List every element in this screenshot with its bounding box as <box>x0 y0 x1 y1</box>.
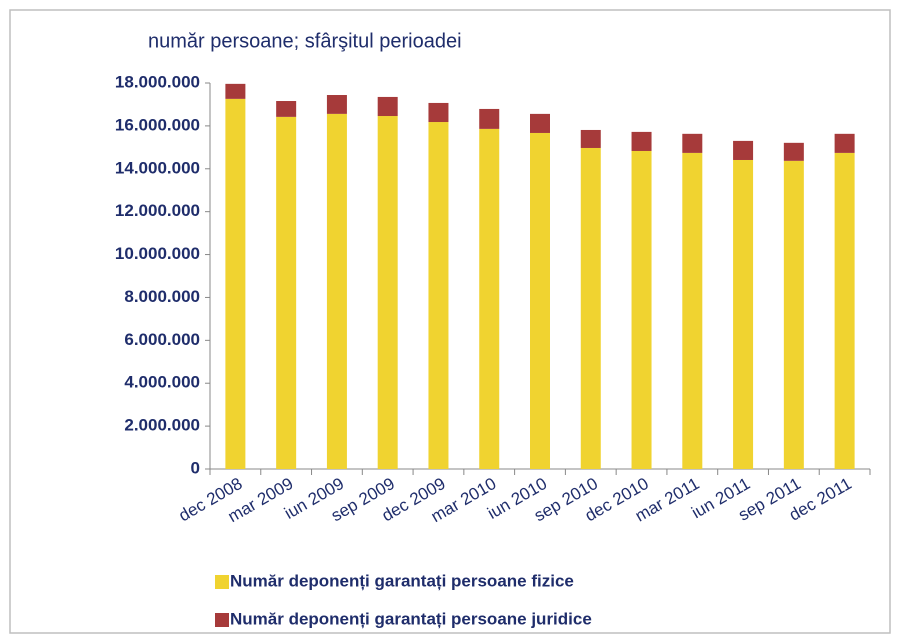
bar-segment <box>276 101 297 117</box>
bar-segment <box>225 98 246 469</box>
bar-segment <box>479 128 500 469</box>
bar-segment <box>580 147 601 469</box>
bar-segment <box>377 96 398 117</box>
bar-segment <box>733 140 754 160</box>
bar-segment <box>276 116 297 469</box>
y-tick-label: 2.000.000 <box>124 416 200 435</box>
bar-segment <box>428 122 449 469</box>
bar-segment <box>733 159 754 470</box>
y-tick-label: 16.000.000 <box>115 115 200 134</box>
bar-segment <box>631 131 652 151</box>
bar-segment <box>631 150 652 469</box>
bar-segment <box>834 133 855 153</box>
bar-segment <box>682 133 703 153</box>
bar-segment <box>682 152 703 470</box>
bar-segment <box>530 132 550 469</box>
legend-swatch <box>215 575 229 589</box>
bar-segment <box>783 142 804 161</box>
y-tick-label: 18.000.000 <box>115 72 200 91</box>
bar-segment <box>530 113 550 133</box>
chart-frame <box>9 9 891 634</box>
y-tick-label: 8.000.000 <box>124 287 200 306</box>
bar-segment <box>428 102 449 123</box>
bar-segment <box>834 152 855 470</box>
bar-segment <box>783 160 804 470</box>
bar-segment <box>225 83 246 99</box>
legend-swatch <box>215 613 229 627</box>
legend-label: Număr deponenți garantați persoane fizic… <box>230 571 574 590</box>
bar-segment <box>580 129 601 148</box>
legend-label: Număr deponenți garantați persoane jurid… <box>230 609 592 628</box>
bar-segment <box>326 95 347 114</box>
y-tick-label: 14.000.000 <box>115 158 200 177</box>
bar-segment <box>326 113 347 469</box>
bar-segment <box>377 116 398 469</box>
y-tick-label: 0 <box>191 458 200 477</box>
y-tick-label: 10.000.000 <box>115 244 200 263</box>
bar-segment <box>479 108 500 129</box>
y-tick-label: 4.000.000 <box>124 373 200 392</box>
y-tick-label: 12.000.000 <box>115 201 200 220</box>
chart-title: număr persoane; sfârşitul perioadei <box>148 30 462 52</box>
y-tick-label: 6.000.000 <box>124 330 200 349</box>
